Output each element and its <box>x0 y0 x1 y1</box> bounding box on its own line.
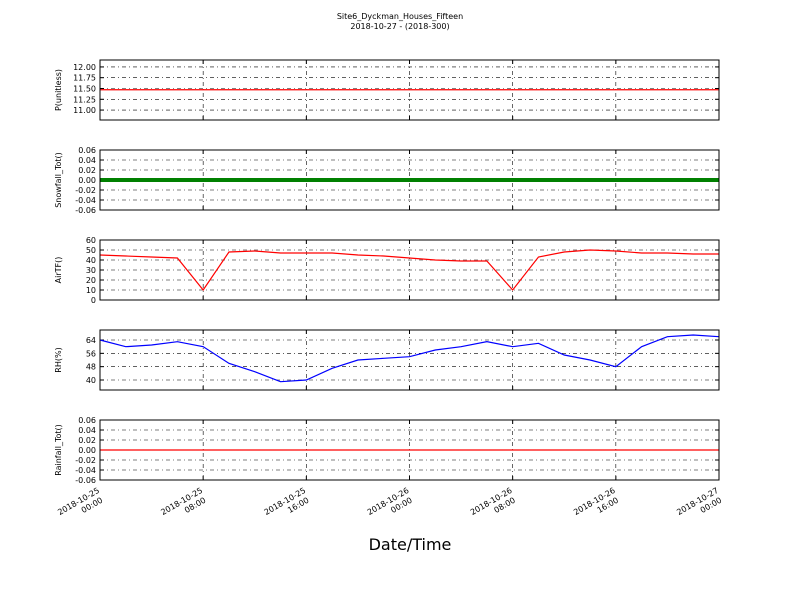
x-tick-label: 2018-10-2516:00 <box>263 486 313 526</box>
y-tick-label: 20 <box>86 276 96 285</box>
y-tick-label: 48 <box>86 363 96 372</box>
axes-frame <box>99 239 720 301</box>
y-tick-label: 0.06 <box>78 416 96 425</box>
axes-frame <box>99 149 720 211</box>
y-tick-label: -0.02 <box>75 186 96 195</box>
axes-frame <box>99 59 720 121</box>
panel: -0.06-0.04-0.020.000.020.040.06 Rainfall_… <box>54 416 725 526</box>
y-tick-label: 50 <box>86 246 96 255</box>
x-tick-label: 2018-10-2500:00 <box>56 486 106 526</box>
x-tick-label: 2018-10-2700:00 <box>675 486 725 526</box>
y-axis-label: Rainfall_Tot() <box>54 424 63 476</box>
y-tick-label: 30 <box>86 266 96 275</box>
y-tick-label: -0.06 <box>75 476 96 485</box>
y-tick-label: -0.02 <box>75 456 96 465</box>
y-tick-label: 11.50 <box>73 84 96 93</box>
data-line <box>99 334 720 383</box>
y-tick-label: -0.06 <box>75 206 96 215</box>
y-tick-label: 0.06 <box>78 146 96 155</box>
y-tick-label: 40 <box>86 256 96 265</box>
y-tick-label: 60 <box>86 236 96 245</box>
y-tick-label: -0.04 <box>75 196 96 205</box>
y-tick-label: 0.04 <box>78 426 96 435</box>
axes-frame <box>99 419 720 481</box>
y-tick-label: 0.02 <box>78 166 96 175</box>
y-tick-label: -0.04 <box>75 466 96 475</box>
y-tick-label: 11.00 <box>73 106 96 115</box>
y-tick-label: 0.04 <box>78 156 96 165</box>
x-tick-label: 2018-10-2616:00 <box>572 486 622 526</box>
y-tick-label: 11.75 <box>73 74 96 83</box>
y-tick-label: 11.25 <box>73 95 96 104</box>
panel: 40 48 56 64 RH(%) <box>54 329 720 391</box>
figure-subtitle: 2018-10-27 - (2018-300) <box>350 22 449 31</box>
y-axis-label: RH(%) <box>54 347 63 372</box>
y-tick-label: 0 <box>91 296 96 305</box>
y-tick-label: 12.00 <box>73 63 96 72</box>
y-tick-label: 0.02 <box>78 436 96 445</box>
y-axis-label: P(unitless) <box>54 69 63 111</box>
y-tick-label: 40 <box>86 376 96 385</box>
x-axis-label: Date/Time <box>369 535 452 554</box>
figure-title: Site6_Dyckman_Houses_Fifteen <box>337 12 463 21</box>
y-axis-label: AirTF() <box>54 257 63 284</box>
x-tick-label: 2018-10-2508:00 <box>159 486 209 526</box>
x-tick-label: 2018-10-2608:00 <box>469 486 519 526</box>
y-tick-label: 10 <box>86 286 96 295</box>
axes-frame <box>99 329 720 391</box>
panel: -0.06-0.04-0.020.000.020.040.06 Snowfall_… <box>54 146 720 215</box>
data-line <box>99 249 719 292</box>
y-tick-label: 56 <box>86 349 96 358</box>
y-axis-label: Snowfall_Tot() <box>54 152 63 208</box>
y-tick-label: 0.00 <box>78 446 96 455</box>
x-tick-label: 2018-10-2600:00 <box>366 486 416 526</box>
y-tick-label: 64 <box>86 336 96 345</box>
y-tick-label: 0.00 <box>78 176 96 185</box>
